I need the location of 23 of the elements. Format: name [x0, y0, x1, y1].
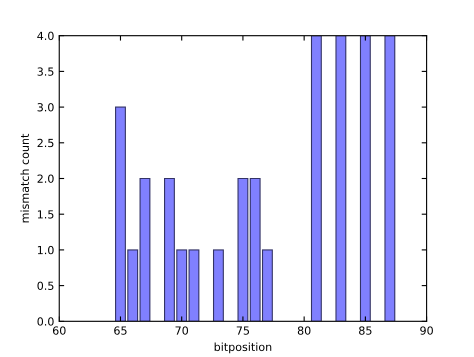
x-tick-label: 90	[420, 326, 433, 335]
x-tick-label: 75	[236, 326, 250, 335]
x-axis-title: bitposition	[214, 342, 272, 354]
y-tick-label: 4.0	[37, 32, 54, 40]
y-tick-label: 0.5	[37, 282, 54, 290]
x-tick-label: 80	[298, 326, 310, 335]
y-tick-label: 2.0	[38, 174, 54, 183]
y-tick-label: 3.5	[38, 67, 54, 76]
bar	[360, 36, 371, 322]
bar	[384, 36, 396, 322]
y-axis-title: mismatch count	[20, 134, 30, 222]
y-tick-label: 3.0	[38, 103, 54, 112]
y-tick-label: 1.0	[38, 246, 54, 254]
y-tick-label: 0.0	[37, 317, 54, 326]
x-tick-label: 65	[114, 326, 127, 335]
x-tick-label: 60	[52, 326, 66, 335]
x-tick-label: 85	[359, 326, 372, 335]
y-tick-label: 2.5	[38, 138, 54, 148]
y-tick-label: 1.5	[38, 210, 54, 219]
bar	[310, 36, 322, 322]
bar	[212, 249, 224, 322]
bar	[335, 36, 346, 322]
x-tick-label: 70	[176, 326, 188, 335]
